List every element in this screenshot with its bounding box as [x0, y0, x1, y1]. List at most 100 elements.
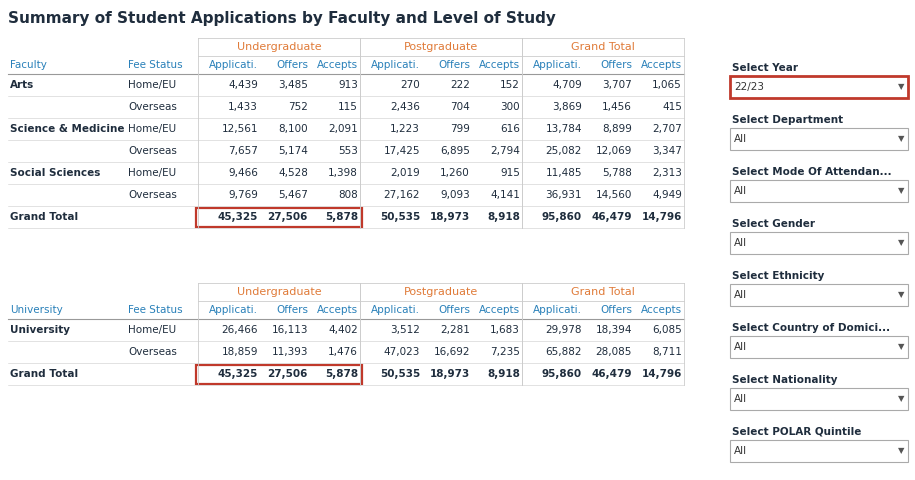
- Text: ▼: ▼: [898, 239, 904, 248]
- Text: 7,657: 7,657: [228, 146, 258, 156]
- Text: ▼: ▼: [898, 343, 904, 351]
- Text: Home/EU: Home/EU: [128, 325, 176, 335]
- Text: ▼: ▼: [898, 446, 904, 456]
- Text: 14,796: 14,796: [641, 369, 682, 379]
- Text: 8,711: 8,711: [652, 347, 682, 357]
- Text: 45,325: 45,325: [218, 369, 258, 379]
- Text: Grand Total: Grand Total: [571, 287, 635, 297]
- Text: Home/EU: Home/EU: [128, 124, 176, 134]
- Text: 26,466: 26,466: [221, 325, 258, 335]
- Text: 9,466: 9,466: [228, 168, 258, 178]
- Text: All: All: [734, 186, 748, 196]
- Text: Select Ethnicity: Select Ethnicity: [732, 271, 824, 281]
- Text: 3,869: 3,869: [552, 102, 582, 112]
- Text: Overseas: Overseas: [128, 347, 177, 357]
- Text: 1,223: 1,223: [390, 124, 420, 134]
- Text: 27,506: 27,506: [267, 369, 308, 379]
- Text: 6,085: 6,085: [652, 325, 682, 335]
- Text: 5,467: 5,467: [278, 190, 308, 200]
- Text: 95,860: 95,860: [542, 212, 582, 222]
- Text: Select Gender: Select Gender: [732, 219, 815, 229]
- Bar: [196, 364, 362, 384]
- Bar: [730, 336, 908, 358]
- Text: ▼: ▼: [898, 83, 904, 92]
- Text: Accepts: Accepts: [317, 305, 358, 315]
- Text: 1,065: 1,065: [652, 80, 682, 90]
- Text: University: University: [10, 305, 63, 315]
- Text: 2,281: 2,281: [440, 325, 470, 335]
- Text: 16,692: 16,692: [434, 347, 470, 357]
- Text: 65,882: 65,882: [545, 347, 582, 357]
- Text: 2,707: 2,707: [652, 124, 682, 134]
- Text: 2,794: 2,794: [490, 146, 520, 156]
- Text: 36,931: 36,931: [545, 190, 582, 200]
- Text: Fee Status: Fee Status: [128, 305, 183, 315]
- Text: 5,788: 5,788: [602, 168, 632, 178]
- Text: Undergraduate: Undergraduate: [237, 287, 321, 297]
- Text: ▼: ▼: [898, 395, 904, 404]
- Text: 2,091: 2,091: [328, 124, 358, 134]
- Bar: [730, 388, 908, 410]
- Text: 799: 799: [450, 124, 470, 134]
- Text: Home/EU: Home/EU: [128, 80, 176, 90]
- Text: 95,860: 95,860: [542, 369, 582, 379]
- Text: 2,313: 2,313: [652, 168, 682, 178]
- Text: 18,973: 18,973: [430, 369, 470, 379]
- Text: 553: 553: [339, 146, 358, 156]
- Bar: [730, 180, 908, 202]
- Text: Fee Status: Fee Status: [128, 60, 183, 70]
- Text: Grand Total: Grand Total: [10, 369, 78, 379]
- Text: Select Nationality: Select Nationality: [732, 375, 837, 385]
- Text: 25,082: 25,082: [545, 146, 582, 156]
- Text: 22/23: 22/23: [734, 82, 764, 92]
- Text: 1,683: 1,683: [490, 325, 520, 335]
- Text: 50,535: 50,535: [380, 212, 420, 222]
- Text: Applicati.: Applicati.: [533, 60, 582, 70]
- Text: 29,978: 29,978: [545, 325, 582, 335]
- Text: 752: 752: [288, 102, 308, 112]
- Text: 11,485: 11,485: [545, 168, 582, 178]
- Text: 3,347: 3,347: [652, 146, 682, 156]
- Text: 1,433: 1,433: [228, 102, 258, 112]
- Text: Overseas: Overseas: [128, 146, 177, 156]
- Text: Offers: Offers: [438, 60, 470, 70]
- Text: 6,895: 6,895: [440, 146, 470, 156]
- Text: 8,899: 8,899: [602, 124, 632, 134]
- Text: 5,174: 5,174: [278, 146, 308, 156]
- Text: Applicati.: Applicati.: [533, 305, 582, 315]
- Text: 808: 808: [339, 190, 358, 200]
- Text: 46,479: 46,479: [591, 369, 632, 379]
- Text: Offers: Offers: [276, 60, 308, 70]
- Text: 16,113: 16,113: [272, 325, 308, 335]
- Text: 50,535: 50,535: [380, 369, 420, 379]
- Bar: [196, 207, 362, 227]
- Text: 4,709: 4,709: [553, 80, 582, 90]
- Text: Applicati.: Applicati.: [209, 305, 258, 315]
- Text: Accepts: Accepts: [640, 305, 682, 315]
- Text: Select POLAR Quintile: Select POLAR Quintile: [732, 427, 861, 437]
- Text: 5,878: 5,878: [325, 212, 358, 222]
- Text: Offers: Offers: [276, 305, 308, 315]
- Text: 14,796: 14,796: [641, 212, 682, 222]
- Text: 152: 152: [501, 80, 520, 90]
- Text: 18,394: 18,394: [596, 325, 632, 335]
- Text: 28,085: 28,085: [596, 347, 632, 357]
- Text: University: University: [10, 325, 70, 335]
- Text: 46,479: 46,479: [591, 212, 632, 222]
- Text: Overseas: Overseas: [128, 190, 177, 200]
- Text: Accepts: Accepts: [317, 60, 358, 70]
- Text: ▼: ▼: [898, 134, 904, 144]
- Text: 415: 415: [662, 102, 682, 112]
- Text: Accepts: Accepts: [640, 60, 682, 70]
- Text: 4,402: 4,402: [328, 325, 358, 335]
- Text: Applicati.: Applicati.: [371, 305, 420, 315]
- Text: 12,561: 12,561: [221, 124, 258, 134]
- Text: 3,707: 3,707: [602, 80, 632, 90]
- Text: 7,235: 7,235: [490, 347, 520, 357]
- Bar: [730, 128, 908, 150]
- Text: 12,069: 12,069: [596, 146, 632, 156]
- Text: 3,512: 3,512: [390, 325, 420, 335]
- Text: 300: 300: [501, 102, 520, 112]
- Text: 27,506: 27,506: [267, 212, 308, 222]
- Bar: [730, 284, 908, 306]
